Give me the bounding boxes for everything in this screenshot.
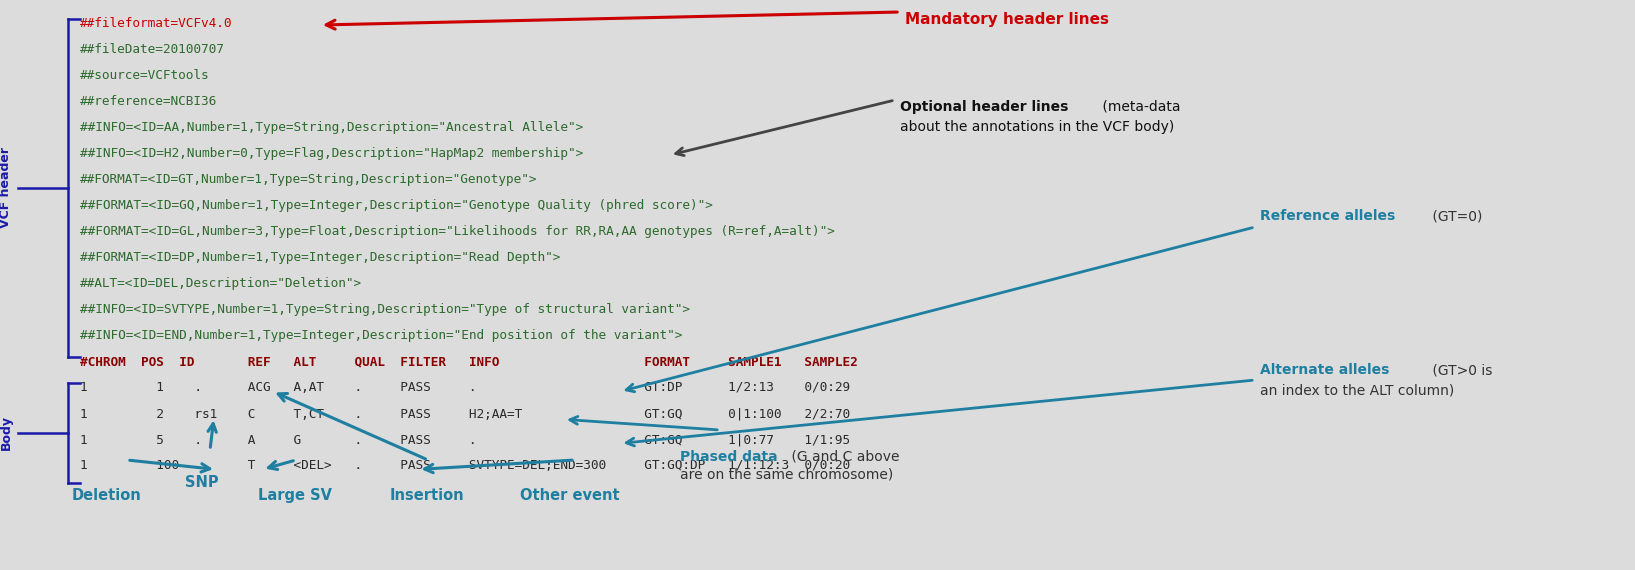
Text: ##fileformat=VCFv4.0: ##fileformat=VCFv4.0: [80, 17, 232, 30]
Text: ##source=VCFtools: ##source=VCFtools: [80, 69, 209, 82]
Text: Phased data: Phased data: [680, 450, 778, 464]
Text: Other event: Other event: [520, 488, 620, 503]
Text: ##FORMAT=<ID=GT,Number=1,Type=String,Description="Genotype">: ##FORMAT=<ID=GT,Number=1,Type=String,Des…: [80, 173, 538, 186]
Text: ##INFO=<ID=H2,Number=0,Type=Flag,Description="HapMap2 membership">: ##INFO=<ID=H2,Number=0,Type=Flag,Descrip…: [80, 147, 584, 160]
Text: ##INFO=<ID=END,Number=1,Type=Integer,Description="End position of the variant">: ##INFO=<ID=END,Number=1,Type=Integer,Des…: [80, 329, 682, 342]
Text: Large SV: Large SV: [258, 488, 332, 503]
Text: ##fileDate=20100707: ##fileDate=20100707: [80, 43, 226, 56]
Text: VCF header: VCF header: [0, 148, 13, 229]
Text: Mandatory header lines: Mandatory header lines: [906, 12, 1109, 27]
Text: 1         1    .      ACG   A,AT    .     PASS     .                      GT:DP : 1 1 . ACG A,AT . PASS . GT:DP: [80, 381, 850, 394]
Text: ##FORMAT=<ID=GL,Number=3,Type=Float,Description="Likelihoods for RR,RA,AA genoty: ##FORMAT=<ID=GL,Number=3,Type=Float,Desc…: [80, 225, 835, 238]
Text: 1         100  .      T     <DEL>   .     PASS     SVTYPE=DEL;END=300     GT:GQ:: 1 100 . T <DEL> . PASS SVTYPE=DEL;END=30…: [80, 459, 850, 472]
Text: (GT=0): (GT=0): [1427, 209, 1483, 223]
Text: (G and C above: (G and C above: [786, 450, 899, 464]
Text: #CHROM  POS  ID       REF   ALT     QUAL  FILTER   INFO                   FORMAT: #CHROM POS ID REF ALT QUAL FILTER INFO F…: [80, 355, 858, 368]
Text: about the annotations in the VCF body): about the annotations in the VCF body): [899, 120, 1174, 134]
Text: Body: Body: [0, 416, 13, 450]
Text: an index to the ALT column): an index to the ALT column): [1261, 383, 1454, 397]
Text: (GT>0 is: (GT>0 is: [1427, 363, 1493, 377]
Text: ##FORMAT=<ID=GQ,Number=1,Type=Integer,Description="Genotype Quality (phred score: ##FORMAT=<ID=GQ,Number=1,Type=Integer,De…: [80, 199, 713, 212]
Text: ##ALT=<ID=DEL,Description="Deletion">: ##ALT=<ID=DEL,Description="Deletion">: [80, 277, 361, 290]
Text: 1         5    .      A     G       .     PASS     .                      GT:GQ : 1 5 . A G . PASS . GT:GQ: [80, 433, 850, 446]
Text: Alternate alleles: Alternate alleles: [1261, 363, 1390, 377]
Text: ##FORMAT=<ID=DP,Number=1,Type=Integer,Description="Read Depth">: ##FORMAT=<ID=DP,Number=1,Type=Integer,De…: [80, 251, 561, 264]
Text: ##reference=NCBI36: ##reference=NCBI36: [80, 95, 217, 108]
Text: ##INFO=<ID=AA,Number=1,Type=String,Description="Ancestral Allele">: ##INFO=<ID=AA,Number=1,Type=String,Descr…: [80, 121, 584, 134]
Text: (meta-data: (meta-data: [1099, 100, 1180, 114]
Text: ##INFO=<ID=SVTYPE,Number=1,Type=String,Description="Type of structural variant">: ##INFO=<ID=SVTYPE,Number=1,Type=String,D…: [80, 303, 690, 316]
Text: Optional header lines: Optional header lines: [899, 100, 1068, 114]
Text: are on the same chromosome): are on the same chromosome): [680, 468, 893, 482]
Text: 1         2    rs1    C     T,CT    .     PASS     H2;AA=T                GT:GQ : 1 2 rs1 C T,CT . PASS H2;AA=T GT:GQ: [80, 407, 850, 420]
Text: Deletion: Deletion: [72, 488, 142, 503]
Text: Insertion: Insertion: [391, 488, 464, 503]
Text: SNP: SNP: [185, 475, 219, 490]
Text: Reference alleles: Reference alleles: [1261, 209, 1395, 223]
